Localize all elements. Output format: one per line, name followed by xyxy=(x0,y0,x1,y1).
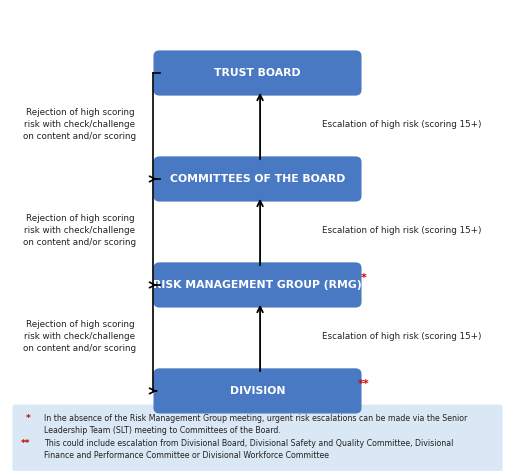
Text: *: * xyxy=(26,414,31,422)
Text: This could include escalation from Divisional Board, Divisional Safety and Quali: This could include escalation from Divis… xyxy=(44,439,453,460)
Text: TRUST BOARD: TRUST BOARD xyxy=(214,68,301,78)
Text: RISK MANAGEMENT GROUP (RMG): RISK MANAGEMENT GROUP (RMG) xyxy=(153,280,362,290)
Text: Escalation of high risk (scoring 15+): Escalation of high risk (scoring 15+) xyxy=(322,226,482,236)
Text: Rejection of high scoring
risk with check/challenge
on content and/or scoring: Rejection of high scoring risk with chec… xyxy=(23,320,136,353)
Text: In the absence of the Risk Management Group meeting, urgent risk escalations can: In the absence of the Risk Management Gr… xyxy=(44,414,467,435)
Text: DIVISION: DIVISION xyxy=(230,386,285,396)
Text: **: ** xyxy=(358,379,370,390)
FancyBboxPatch shape xyxy=(153,50,362,96)
Text: COMMITTEES OF THE BOARD: COMMITTEES OF THE BOARD xyxy=(170,174,345,184)
FancyBboxPatch shape xyxy=(12,405,503,471)
FancyBboxPatch shape xyxy=(153,368,362,414)
Text: Rejection of high scoring
risk with check/challenge
on content and/or scoring: Rejection of high scoring risk with chec… xyxy=(23,214,136,247)
FancyBboxPatch shape xyxy=(153,156,362,202)
FancyBboxPatch shape xyxy=(153,262,362,308)
Text: **: ** xyxy=(21,439,30,448)
Text: Escalation of high risk (scoring 15+): Escalation of high risk (scoring 15+) xyxy=(322,120,482,130)
Text: Rejection of high scoring
risk with check/challenge
on content and/or scoring: Rejection of high scoring risk with chec… xyxy=(23,108,136,141)
Text: *: * xyxy=(360,273,366,284)
Text: Escalation of high risk (scoring 15+): Escalation of high risk (scoring 15+) xyxy=(322,332,482,341)
